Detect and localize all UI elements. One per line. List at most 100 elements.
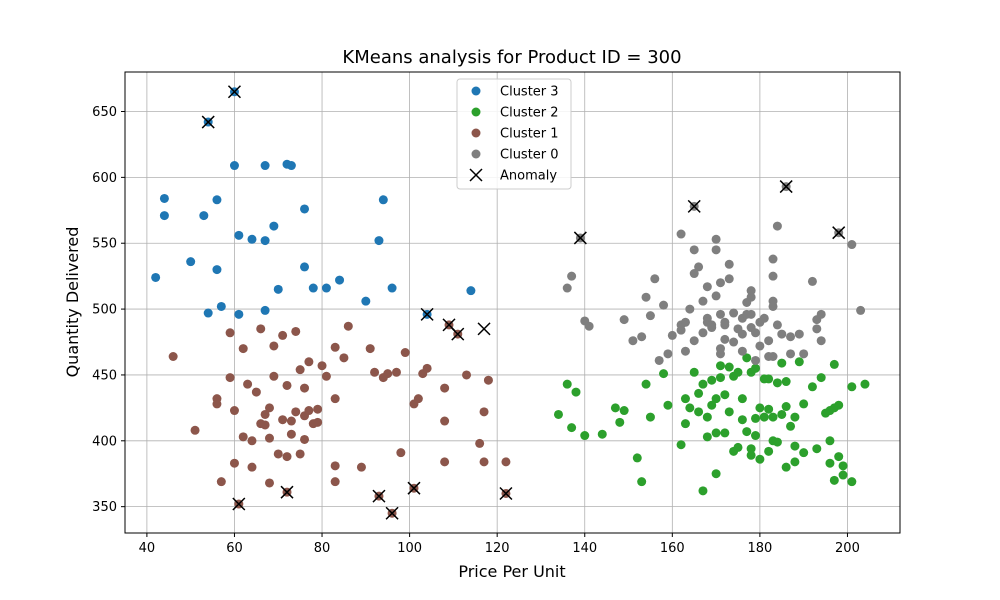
cluster-0-point (567, 271, 577, 281)
cluster-1-point (282, 380, 292, 390)
plot-area-frame (124, 71, 901, 534)
cluster-1-point (440, 383, 450, 393)
cluster-1-point (501, 457, 511, 467)
cluster-3-point (361, 296, 371, 306)
cluster-3-point (466, 286, 476, 296)
cluster-0-point (729, 308, 739, 318)
cluster-1-point (321, 371, 331, 381)
cluster-1-point (256, 324, 266, 334)
x-tick-label: 160 (660, 541, 685, 556)
cluster-3-point (199, 211, 209, 221)
cluster-1-point (300, 434, 310, 444)
anomaly-marker (687, 199, 701, 213)
cluster-0-point (746, 292, 756, 302)
cluster-3-point (159, 211, 169, 221)
cluster-3-point (308, 283, 318, 293)
legend-marker (471, 107, 481, 117)
cluster-0-point (720, 334, 730, 344)
cluster-0-point (812, 324, 822, 334)
legend-label: Cluster 1 (500, 127, 559, 142)
cluster-2-point (720, 390, 730, 400)
y-tick-label: 550 (92, 237, 117, 252)
cluster-1-point (383, 369, 393, 379)
cluster-2-point (711, 469, 721, 479)
cluster-0-point (816, 309, 826, 319)
cluster-0-point (786, 349, 796, 359)
anomaly-marker (407, 481, 421, 495)
cluster-2-point (781, 402, 791, 412)
cluster-2-point (715, 361, 725, 371)
cluster-2-point (737, 415, 747, 425)
cluster-2-point (742, 353, 752, 363)
legend-anomaly-marker (469, 168, 483, 182)
cluster-1-point (190, 425, 200, 435)
cluster-1-point (396, 448, 406, 458)
anomaly-marker (372, 489, 386, 503)
cluster-3-point (378, 195, 388, 205)
cluster-2-point (829, 475, 839, 485)
legend-marker (471, 128, 481, 138)
cluster-2-point (711, 394, 721, 404)
cluster-2-point (641, 379, 651, 389)
cluster-0-point (777, 329, 787, 339)
cluster-0-point (702, 282, 712, 292)
cluster-1-point (238, 344, 248, 354)
cluster-1-point (247, 462, 257, 472)
cluster-2-point (751, 363, 761, 373)
cluster-0-point (772, 221, 782, 231)
cluster-1-point (264, 403, 274, 413)
cluster-0-point (856, 305, 866, 315)
cluster-2-point (724, 407, 734, 417)
cluster-0-point (676, 229, 686, 239)
cluster-0-point (768, 254, 778, 264)
cluster-0-point (715, 344, 725, 354)
anomaly-marker (420, 307, 434, 321)
cluster-0-point (764, 336, 774, 346)
x-tick-label: 140 (572, 541, 597, 556)
cluster-2-point (860, 379, 870, 389)
cluster-0-point (711, 245, 721, 255)
cluster-3-point (186, 257, 196, 267)
cluster-2-point (825, 458, 835, 468)
cluster-2-point (794, 357, 804, 367)
cluster-0-point (737, 346, 747, 356)
cluster-1-point (479, 457, 489, 467)
cluster-3-point (159, 193, 169, 203)
cluster-3-point (286, 161, 296, 171)
cluster-1-point (273, 449, 283, 459)
cluster-3-point (387, 283, 397, 293)
cluster-2-point (685, 403, 695, 413)
cluster-2-point (838, 470, 848, 480)
cluster-3-point (229, 161, 239, 171)
cluster-2-point (812, 444, 822, 454)
cluster-1-point (295, 449, 305, 459)
anomaly-marker (451, 327, 465, 341)
cluster-0-point (584, 321, 594, 331)
cluster-3-point (247, 234, 257, 244)
cluster-0-point (698, 296, 708, 306)
cluster-1-point (212, 399, 222, 409)
x-tick-label: 80 (314, 541, 331, 556)
cluster-1-point (225, 373, 235, 383)
cluster-2-point (567, 423, 577, 433)
cluster-0-point (768, 271, 778, 281)
cluster-1-point (339, 353, 349, 363)
cluster-0-point (799, 349, 809, 359)
cluster-0-point (619, 315, 629, 325)
cluster-0-point (715, 278, 725, 288)
cluster-0-point (772, 320, 782, 330)
cluster-1-point (462, 370, 472, 380)
cluster-2-point (707, 400, 717, 410)
cluster-1-point (440, 416, 450, 426)
cluster-3-point (260, 236, 270, 246)
cluster-0-point (768, 301, 778, 311)
y-tick-label: 450 (92, 368, 117, 383)
cluster-0-point (755, 341, 765, 351)
cluster-2-point (680, 394, 690, 404)
cluster-1-point (264, 478, 274, 488)
cluster-3-point (300, 262, 310, 272)
cluster-2-point (711, 428, 721, 438)
x-tick-label: 120 (485, 541, 510, 556)
cluster-2-point (694, 407, 704, 417)
